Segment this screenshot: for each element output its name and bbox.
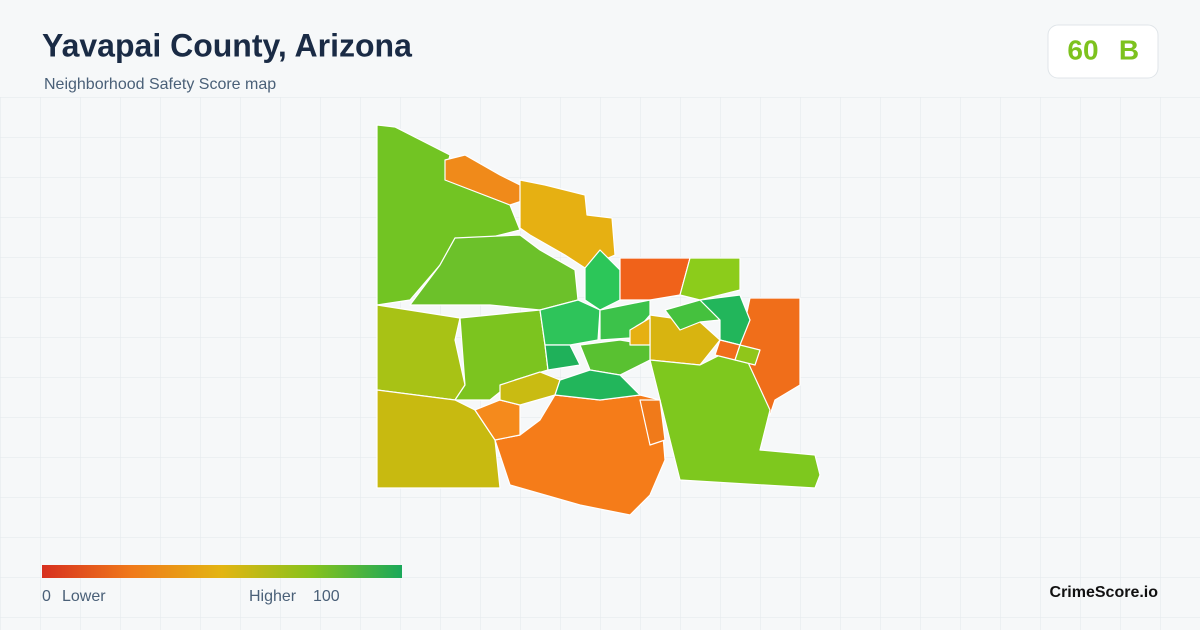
region [664, 299, 721, 331]
region [619, 257, 691, 301]
legend-max-label: Higher [249, 588, 297, 605]
legend-min-label: Lower [62, 588, 106, 605]
score-box [1047, 24, 1159, 79]
region [629, 317, 651, 346]
region [474, 399, 521, 441]
region [376, 304, 466, 401]
score-grade: B [1119, 34, 1139, 65]
county-map [376, 124, 821, 516]
subtitle: Neighborhood Safety Score map [44, 76, 276, 93]
legend-min: 0 [42, 588, 51, 605]
region [519, 179, 616, 269]
score-badge: 60 B [1047, 24, 1159, 79]
region [734, 344, 761, 366]
brand: CrimeScore.io [1050, 584, 1159, 601]
region [639, 399, 666, 446]
region [544, 344, 581, 371]
score-value: 60 [1067, 34, 1098, 65]
region [554, 369, 641, 401]
region [376, 124, 521, 306]
title: Yavapai County, Arizona [42, 27, 412, 63]
legend-scale [42, 565, 402, 578]
legend-max: 100 [313, 588, 340, 605]
region [679, 257, 741, 301]
